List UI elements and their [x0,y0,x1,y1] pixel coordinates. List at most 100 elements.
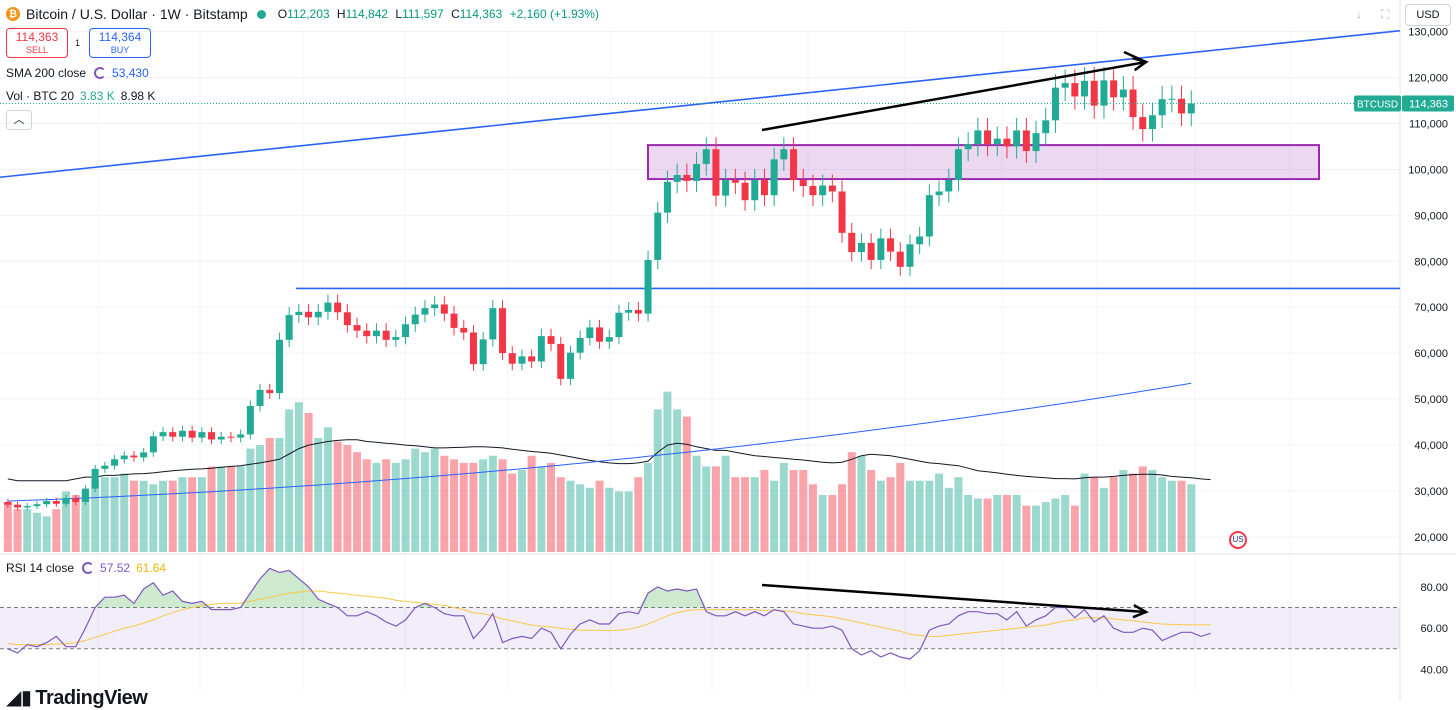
rsi-overbought-fill [7,568,1211,608]
high-value: 114,842 [345,7,389,21]
volume-bar [983,498,992,552]
volume-bar [566,480,575,552]
rsi-divergence-arrow [761,583,1147,614]
volume-bar [605,487,614,552]
price-tick-label: 70,000 [1414,302,1448,314]
candle-body [421,308,429,315]
currency-selector[interactable]: USD [1405,4,1451,26]
candle-body [819,185,827,196]
candle-body [605,337,613,342]
volume-bar [935,473,944,552]
candle-body [1090,80,1098,106]
volume-bar [1051,498,1060,552]
divergence-arrows[interactable] [761,50,1149,619]
candle-body [974,130,982,145]
volume-bar [644,462,653,552]
tradingview-wordmark: TradingView [35,687,148,709]
volume-bar [372,462,381,552]
volume-bar [634,477,643,552]
rsi-value: 57.52 [100,561,131,575]
candle-body [72,498,80,502]
candle-body [208,432,216,440]
volume-bar [663,391,672,552]
volume-bar [1032,505,1041,552]
candle-body [159,432,167,437]
us-event-flag-icon[interactable]: US [1229,531,1247,549]
candle-body [14,504,22,508]
download-icon[interactable]: ↓ [1356,7,1362,21]
volume-bar [52,509,61,552]
volume-bar [275,437,284,552]
volume-bar [1022,505,1031,552]
sma200-layer [7,382,1192,502]
volume-bar [702,466,711,552]
volume-legend[interactable]: Vol · BTC 20 3.83 K 8.98 K [6,89,155,103]
candle-body [741,182,749,201]
open-label: O [277,7,288,21]
candle-body [693,163,701,181]
volume-bar [1167,480,1176,552]
volume-bar [808,484,817,552]
volume-bars [3,391,1196,552]
candle-body [120,455,128,460]
volume-bar [595,480,604,552]
volume-bar [440,455,449,552]
rsi-legend[interactable]: RSI 14 close 57.52 61.64 [6,561,166,575]
volume-bar [964,494,973,552]
candle-body [372,330,380,337]
sell-button[interactable]: 114,363 SELL [6,28,68,58]
volume-bar [779,462,788,552]
rsi-label: RSI 14 close [6,561,75,575]
candle-body [295,311,303,316]
volume-bar [954,477,963,552]
candle-body [683,174,691,181]
volume-bar [362,459,371,552]
candle-body [256,389,264,406]
volume-bar [653,409,662,552]
candle-body [23,506,31,508]
trendlines-layer[interactable] [0,29,1401,290]
volume-bar [876,480,885,552]
candle-body [1061,83,1069,88]
spread-value: 1 [75,38,81,48]
candle-body [285,315,293,340]
volume-bar [731,477,740,552]
candle-body [1042,120,1050,134]
sma-legend[interactable]: SMA 200 close 53,430 [6,66,149,80]
volume-bar [1080,473,1089,552]
price-tick-label: 40,000 [1414,440,1448,452]
buy-button[interactable]: 114,364 BUY [89,28,151,58]
symbol-tag [1354,95,1401,112]
symbol-title[interactable]: Bitcoin / U.S. Dollar · 1W · Bitstamp [26,6,248,22]
volume-bar [411,448,420,552]
volume-bar [168,480,177,552]
volume-bar [110,477,119,552]
volume-bar [905,480,914,552]
volume-bar [207,466,216,552]
volume-bar [867,470,876,552]
volume-bar [469,462,478,552]
volume-bar [323,427,332,552]
volume-bar [265,437,274,552]
fullscreen-icon[interactable]: ⛶ [1381,7,1390,21]
volume-bar [294,402,303,552]
candle-body [178,430,186,437]
candle-body [557,343,565,379]
rsi-divergence-arrow-head [1132,603,1149,619]
currency-label: USD [1416,9,1440,21]
volume-bar [1070,505,1079,552]
volume-bar [508,473,517,552]
volume-bar [741,477,750,552]
volume-bar [178,477,187,552]
volume-bar [459,462,468,552]
supply-zone-box [647,144,1320,181]
price-axis[interactable]: 130,000120,000110,000100,00090,00080,000… [0,27,1454,677]
volume-bar [1099,487,1108,552]
collapse-legend-button[interactable]: ︿ [6,110,32,130]
volume-bar [760,470,769,552]
candle-body [1158,99,1166,116]
volume-bar [314,437,323,552]
volume-bar [285,409,294,552]
candle-body [382,330,390,340]
